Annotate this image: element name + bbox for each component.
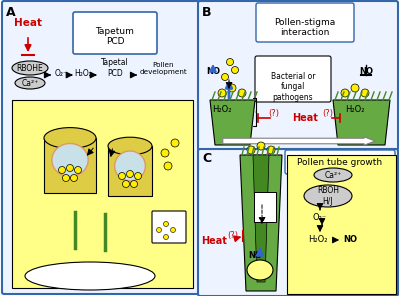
Polygon shape	[287, 155, 396, 294]
Text: A: A	[6, 6, 16, 19]
Text: O₂⁻: O₂⁻	[313, 213, 327, 223]
Text: H₂O₂: H₂O₂	[308, 236, 328, 244]
Text: NO: NO	[206, 67, 220, 75]
Text: Pollen
development: Pollen development	[139, 62, 187, 75]
Text: (?): (?)	[322, 109, 334, 118]
Ellipse shape	[170, 228, 176, 232]
Ellipse shape	[118, 173, 126, 179]
Ellipse shape	[130, 181, 138, 187]
Ellipse shape	[58, 166, 66, 173]
Ellipse shape	[25, 262, 155, 290]
Ellipse shape	[134, 173, 142, 179]
Text: (?): (?)	[228, 231, 238, 240]
Ellipse shape	[314, 168, 352, 182]
Text: Pollen tube growth: Pollen tube growth	[298, 158, 382, 167]
Ellipse shape	[304, 185, 352, 207]
Ellipse shape	[52, 144, 88, 176]
Polygon shape	[253, 155, 269, 282]
Text: NO: NO	[343, 236, 357, 244]
Polygon shape	[254, 192, 276, 222]
Text: Heat: Heat	[292, 113, 318, 123]
FancyBboxPatch shape	[198, 1, 398, 150]
Ellipse shape	[62, 175, 70, 181]
Text: (?): (?)	[268, 109, 280, 118]
Text: Heat: Heat	[14, 18, 42, 28]
Text: Tapetal
PCD: Tapetal PCD	[101, 58, 129, 78]
Text: Tapetum
PCD: Tapetum PCD	[96, 27, 134, 46]
Text: RBOHE: RBOHE	[17, 64, 43, 73]
FancyBboxPatch shape	[255, 56, 331, 102]
Text: B: B	[202, 6, 212, 19]
Text: H₂O₂: H₂O₂	[74, 68, 92, 78]
Polygon shape	[44, 138, 96, 193]
Polygon shape	[108, 146, 152, 196]
Ellipse shape	[161, 149, 169, 157]
Ellipse shape	[232, 67, 238, 73]
Polygon shape	[12, 100, 193, 288]
Ellipse shape	[247, 260, 273, 280]
Text: NO: NO	[248, 252, 262, 260]
Ellipse shape	[115, 151, 146, 181]
Text: Ca²⁺: Ca²⁺	[324, 170, 342, 179]
Text: O₂⁻: O₂⁻	[54, 68, 68, 78]
Text: H₂O₂: H₂O₂	[212, 104, 232, 113]
Ellipse shape	[70, 175, 78, 181]
Text: NO: NO	[359, 67, 373, 75]
Text: Pollen-stigma
interaction: Pollen-stigma interaction	[274, 18, 336, 37]
Ellipse shape	[218, 89, 226, 97]
Ellipse shape	[247, 146, 255, 154]
FancyBboxPatch shape	[285, 150, 395, 174]
Ellipse shape	[44, 128, 96, 148]
FancyBboxPatch shape	[2, 1, 199, 294]
Ellipse shape	[267, 146, 275, 154]
Ellipse shape	[164, 162, 172, 170]
FancyBboxPatch shape	[198, 149, 398, 296]
Ellipse shape	[126, 170, 134, 178]
FancyBboxPatch shape	[73, 12, 157, 54]
Ellipse shape	[164, 221, 168, 226]
Text: Bacterial or
fungal
pathogens: Bacterial or fungal pathogens	[271, 72, 315, 102]
Ellipse shape	[257, 142, 265, 150]
Ellipse shape	[341, 89, 349, 97]
Ellipse shape	[15, 77, 45, 89]
Ellipse shape	[12, 61, 48, 75]
Text: C: C	[202, 152, 211, 165]
Ellipse shape	[164, 234, 168, 239]
Ellipse shape	[108, 137, 152, 155]
Polygon shape	[210, 100, 255, 145]
FancyArrowPatch shape	[223, 137, 375, 145]
Ellipse shape	[171, 139, 179, 147]
Ellipse shape	[228, 84, 236, 92]
Ellipse shape	[222, 73, 228, 81]
Text: Ca²⁺: Ca²⁺	[21, 78, 39, 88]
Ellipse shape	[226, 59, 234, 65]
Text: H₂O₂: H₂O₂	[345, 104, 365, 113]
Text: Heat: Heat	[201, 236, 227, 246]
Ellipse shape	[238, 89, 246, 97]
Ellipse shape	[74, 166, 82, 173]
Ellipse shape	[66, 165, 74, 171]
Ellipse shape	[122, 181, 130, 187]
Polygon shape	[333, 100, 390, 145]
Ellipse shape	[351, 84, 359, 92]
Text: RBOH
H/J: RBOH H/J	[317, 186, 339, 206]
FancyBboxPatch shape	[152, 211, 186, 243]
Ellipse shape	[156, 228, 162, 232]
FancyBboxPatch shape	[256, 3, 354, 42]
Ellipse shape	[361, 89, 369, 97]
Polygon shape	[240, 155, 282, 291]
